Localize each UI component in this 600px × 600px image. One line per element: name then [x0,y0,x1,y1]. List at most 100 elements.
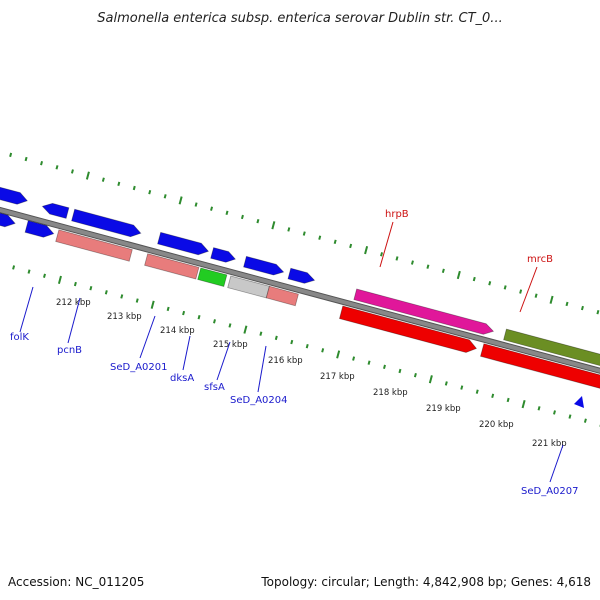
inner-ring-tick [290,339,294,345]
inner-ring-tick [89,285,93,291]
tick-label: 217 kbp [320,372,355,382]
inner-ring-tick [243,325,248,334]
gene-features [0,186,600,408]
outer-ring-tick [178,196,183,205]
inner-ring-tick [491,393,495,399]
tick-rings [9,152,600,427]
gene-arrow [41,202,70,219]
outer-ring-tick [534,293,538,298]
outer-ring-tick [488,281,492,286]
inner-ring-tick [428,375,433,384]
outer-ring-tick [101,177,105,182]
inner-ring-tick [568,414,572,419]
gene-label: SeD_A0207 [521,486,579,497]
outer-ring-tick [70,169,74,174]
tick-label: 212 kbp [56,298,91,308]
gene-label: dksA [170,373,194,384]
outer-ring-tick [148,189,152,195]
outer-ring-tick [40,160,44,166]
inner-ring-tick [43,273,46,278]
outer-ring-tick [318,235,322,240]
inner-ring-tick [57,275,62,285]
inner-ring-tick [12,265,16,270]
inner-ring-tick [553,410,556,415]
outer-ring-tick [580,305,584,311]
gene-label: mrcB [527,254,553,265]
inner-ring-tick [259,331,263,336]
inner-ring-tick [213,319,216,324]
tick-label: 213 kbp [107,312,142,322]
inner-ring-tick [475,389,479,394]
outer-ring-tick [441,268,445,274]
sed-a0204-gene-lower [265,285,299,307]
tick-label: 221 kbp [532,439,567,449]
gene-arrow [210,247,237,263]
gene-leader-line [182,335,191,371]
inner-ring-tick [537,406,541,411]
inner-ring-tick [336,350,341,359]
outer-ring-tick [287,227,291,232]
outer-ring-tick [503,285,507,290]
mrcb-gene-lower [480,343,600,389]
tick-label: 219 kbp [426,404,461,414]
outer-ring-tick [410,260,414,265]
inner-ring-tick [506,397,510,403]
inner-ring-tick [398,368,402,374]
gene-leader-line [19,286,34,333]
sed-a0204-gene [287,267,316,284]
inner-ring-tick [352,356,356,361]
outer-ring-tick [240,214,244,220]
outer-ring-tick [210,206,214,211]
gene-leader-line [139,315,156,359]
inner-ring-tick [413,372,417,378]
inner-ring-tick [166,306,170,312]
outer-ring-tick [9,152,13,158]
outer-ring-tick [472,276,476,282]
inner-ring-tick [583,418,587,423]
inner-ring-tick [73,281,77,287]
outer-ring-tick [456,270,461,280]
tick-labels: 212 kbp 213 kbp 214 kbp 215 kbp 216 kbp 217 k… [56,298,567,449]
inner-ring-tick [444,381,448,386]
sed-a0201-gene-lower [144,253,200,280]
gene-leader-line [549,444,564,483]
accession-text: Accession: NC_011205 [8,575,144,589]
gene-label: sfsA [204,382,225,393]
outer-ring-tick [85,171,90,180]
outer-ring-tick [519,289,523,294]
outer-ring-tick [364,245,369,255]
hrpb-gene [353,288,495,335]
gene-arrow [24,220,55,238]
inner-ring-tick [305,343,309,349]
backbone-line [0,207,600,373]
inner-ring-tick [104,290,108,295]
inner-ring-tick [383,364,386,370]
outer-ring-tick [349,243,353,249]
inner-ring-tick [228,323,232,328]
map-title: Salmonella enterica subsp. enterica sero… [97,11,502,26]
inner-ring-tick [274,335,278,341]
outer-ring-tick [596,310,600,315]
outer-ring-tick [302,231,306,236]
tick-label: 216 kbp [268,356,303,366]
tick-label: 214 kbp [160,326,195,336]
gene-label: SeD_A0201 [110,362,168,373]
outer-ring-tick [55,165,59,170]
inner-ring-tick [120,294,124,299]
sfsa-gene [243,255,285,276]
inner-ring-tick [197,314,201,320]
tick-label: 220 kbp [479,420,514,430]
inner-ring-tick [367,360,371,365]
sed-a0207-gene [574,396,584,408]
inner-ring-tick [521,400,526,409]
inner-ring-tick [460,385,464,390]
gene-label: SeD_A0204 [230,395,288,406]
outer-ring-tick [225,210,229,216]
outer-ring-tick [194,202,198,207]
gene-leader-line [216,341,231,381]
mrcb-gene [503,328,600,367]
tick-label: 218 kbp [373,388,408,398]
